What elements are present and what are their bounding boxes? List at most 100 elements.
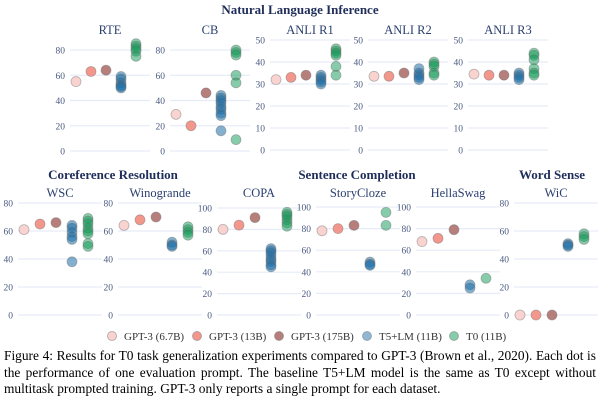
panel-winogrande: Winogrande 0 20 40 60 80 [104, 186, 202, 322]
legend-item: GPT-3 (13B) [192, 331, 267, 343]
legend-item: GPT-3 (6.7B) [107, 331, 184, 343]
point-t0 [230, 134, 242, 146]
point-gpt3-6.7b [118, 219, 130, 231]
y-tick-label: 50 [256, 37, 266, 47]
legend-marker [107, 331, 117, 341]
legend-marker [192, 331, 202, 341]
y-tick-label: 60 [56, 72, 66, 82]
group-title-coref: Coreference Resolution [48, 167, 179, 182]
point-gpt3-13b [85, 66, 97, 77]
y-tick-label: 40 [402, 268, 412, 278]
y-tick-label: 30 [256, 81, 266, 91]
point-t0 [82, 240, 94, 252]
y-tick-label: 0 [160, 148, 165, 158]
y-tick-label: 20 [302, 290, 312, 300]
point-gpt3-13b [530, 309, 542, 321]
y-tick-label: 50 [454, 37, 464, 47]
y-tick-label: 80 [4, 200, 14, 210]
y-tick-label: 20 [56, 122, 66, 132]
y-tick-label: 20 [203, 290, 213, 300]
point-gpt3-175b [348, 219, 360, 231]
y-tick-label: 0 [458, 147, 463, 157]
y-tick-label: 40 [4, 256, 14, 266]
figure-caption: Figure 4: Results for T0 task generaliza… [4, 348, 596, 396]
point-t5-lm [513, 74, 525, 85]
group-title-nli: Natural Language Inference [221, 2, 378, 17]
panel-title: Winogrande [129, 186, 191, 200]
y-tick-label: 60 [4, 228, 14, 238]
group-title-wsd: Word Sense [519, 167, 585, 182]
y-tick-label: 50 [354, 37, 364, 47]
legend-marker [274, 331, 284, 341]
legend-label: GPT-3 (6.7B) [124, 331, 184, 343]
legend: GPT-3 (6.7B) GPT-3 (13B) GPT-3 (175B) T5+LM… [107, 331, 507, 343]
y-tick-label: 40 [454, 59, 464, 69]
y-tick-label: 40 [156, 97, 166, 107]
point-t0 [528, 69, 540, 81]
y-tick-label: 0 [504, 312, 509, 322]
legend-item: T5+LM (11B) [362, 331, 442, 343]
point-gpt3-13b [134, 214, 146, 226]
y-tick-label: 0 [306, 312, 311, 322]
y-tick-label: 0 [207, 312, 212, 322]
point-t5-lm [215, 125, 227, 137]
y-tick-label: 60 [104, 228, 114, 238]
y-tick-label: 10 [454, 125, 464, 135]
y-tick-label: 20 [156, 122, 166, 132]
panel-anli-r1: ANLI R1 0 10 20 30 40 50 [256, 23, 350, 157]
panel-title: WSC [46, 186, 73, 200]
legend-marker [449, 331, 459, 341]
y-tick-label: 40 [203, 269, 213, 279]
y-tick-label: 20 [4, 284, 14, 294]
panel-wsc: WSC 0 20 40 60 80 [4, 186, 102, 322]
figure-charts: Natural Language Inference Coreference R… [4, 2, 598, 343]
point-t0 [380, 206, 392, 218]
y-tick-label: 80 [203, 226, 213, 236]
panel-title: StoryCloze [330, 186, 387, 200]
y-tick-label: 60 [302, 247, 312, 257]
point-t5-lm [562, 240, 574, 252]
point-t5-lm [364, 259, 376, 271]
point-t5-lm [265, 261, 277, 273]
point-gpt3-6.7b [270, 74, 282, 85]
point-gpt3-6.7b [170, 108, 182, 120]
y-tick-label: 100 [397, 204, 412, 214]
point-gpt3-175b [150, 211, 162, 223]
y-tick-label: 20 [500, 284, 510, 294]
group-title-sentence: Sentence Completion [298, 167, 416, 182]
point-gpt3-175b [249, 212, 261, 224]
panel-hellaswag: HellaSwag 0 20 40 60 80 100 [397, 186, 500, 322]
point-gpt3-6.7b [468, 68, 480, 80]
y-tick-label: 80 [500, 200, 510, 210]
legend-label: T0 (11B) [466, 331, 507, 343]
point-gpt3-175b [498, 69, 510, 81]
point-gpt3-6.7b [18, 224, 30, 236]
panel-title: RTE [99, 23, 122, 37]
panel-anli-r2: ANLI R2 0 10 20 30 40 50 [354, 23, 448, 157]
y-tick-label: 20 [454, 103, 464, 113]
point-t0 [82, 228, 94, 240]
point-t0 [130, 50, 142, 62]
point-t5-lm [66, 233, 78, 245]
panel-title: WiC [544, 186, 567, 200]
legend-item: GPT-3 (175B) [274, 331, 354, 343]
panel-storycloze: StoryCloze 0 20 40 60 80 100 [297, 186, 400, 322]
point-gpt3-6.7b [70, 76, 82, 87]
y-tick-label: 30 [454, 81, 464, 91]
y-tick-label: 40 [104, 256, 114, 266]
point-t0 [330, 69, 342, 81]
point-gpt3-6.7b [316, 225, 328, 237]
point-gpt3-13b [383, 70, 395, 82]
y-tick-label: 40 [354, 59, 364, 69]
y-tick-label: 80 [156, 47, 166, 57]
y-tick-label: 80 [402, 225, 412, 235]
y-tick-label: 40 [256, 59, 266, 69]
y-tick-label: 10 [256, 125, 266, 135]
y-tick-label: 60 [402, 247, 412, 257]
point-t0 [330, 50, 342, 61]
point-t5-lm [315, 78, 327, 90]
point-t5-lm [66, 256, 78, 268]
y-tick-label: 40 [302, 268, 312, 278]
point-t0 [428, 69, 440, 81]
point-t0 [578, 233, 590, 245]
